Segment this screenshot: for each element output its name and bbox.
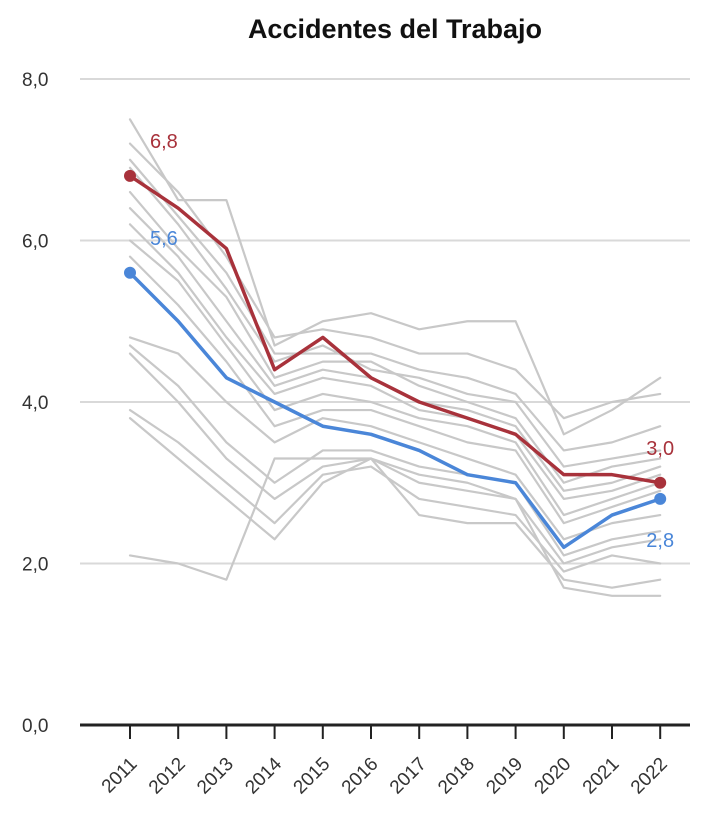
x-tick-label: 2016 [338,754,383,799]
data-point [654,476,667,489]
data-label: 5,6 [150,228,178,250]
series-line [128,457,662,597]
series-line [128,352,662,565]
data-label: 3,0 [646,438,674,460]
y-tick-label: 0,0 [22,716,48,737]
highlight-series-line [128,271,662,550]
y-tick-label: 6,0 [22,232,48,253]
series-line [128,158,662,452]
x-tick-label: 2021 [579,754,624,799]
highlight-series-line [128,174,662,485]
data-point [124,169,136,182]
series-line [128,408,662,573]
data-point [654,492,667,505]
y-tick-label: 4,0 [22,393,48,414]
series-line [128,239,662,517]
x-tick-label: 2015 [290,754,335,799]
x-tick-label: 2020 [531,754,576,799]
x-tick-label: 2014 [241,753,286,798]
chart-title: Accidentes del Trabajo [247,14,543,44]
series-line [128,255,662,525]
series-line [128,190,662,484]
series-line [128,417,662,589]
x-tick-label: 2012 [145,754,190,799]
series-line [128,223,662,500]
data-label: 6,8 [150,131,178,153]
x-tick-label: 2017 [386,754,431,799]
series-line [128,344,662,557]
series-line [128,142,662,420]
x-tick-label: 2011 [98,754,142,798]
x-tick-label: 2022 [627,754,672,799]
x-tick-label: 2018 [434,754,479,799]
y-tick-label: 8,0 [22,70,48,91]
series-line [128,118,662,436]
x-tick-label: 2019 [482,754,527,799]
series-line [128,336,662,541]
x-tick-label: 2013 [193,754,238,799]
data-point [124,266,136,279]
data-label: 2,8 [646,530,674,552]
y-tick-label: 2,0 [22,555,48,576]
